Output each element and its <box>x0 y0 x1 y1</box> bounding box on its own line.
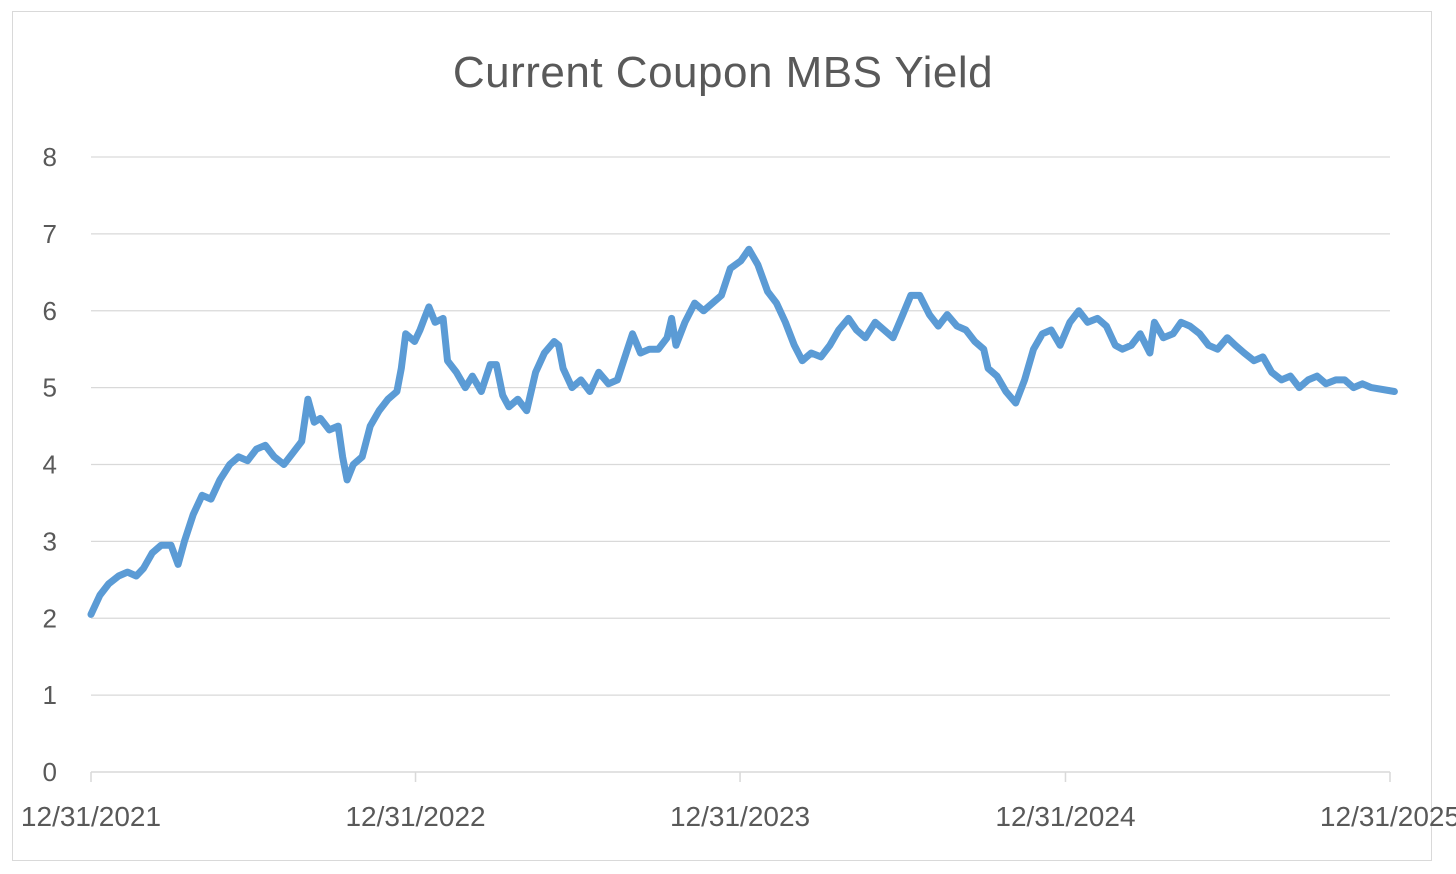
series-line <box>87 245 1398 618</box>
gridlines <box>91 156 1390 696</box>
x-tick-label: 12/31/2022 <box>345 801 485 832</box>
x-tick-label: 12/31/2023 <box>670 801 810 832</box>
x-tick-label: 12/31/2021 <box>21 801 161 832</box>
y-tick-label: 1 <box>43 680 57 710</box>
x-tick-label: 12/31/2024 <box>995 801 1135 832</box>
y-axis-tick-labels: 0 1 2 3 4 5 6 7 8 <box>43 142 57 787</box>
x-tick-label: 12/31/2025 <box>1320 801 1456 832</box>
y-tick-label: 7 <box>43 219 57 249</box>
y-tick-label: 4 <box>43 450 57 480</box>
x-axis-tick-labels: 12/31/2021 12/31/2022 12/31/2023 12/31/2024… <box>21 801 1456 832</box>
chart-frame <box>12 11 1432 861</box>
y-tick-label: 0 <box>43 757 57 787</box>
y-tick-label: 6 <box>43 296 57 326</box>
series-group <box>87 245 1398 618</box>
y-tick-label: 2 <box>43 603 57 633</box>
y-tick-label: 8 <box>43 142 57 172</box>
y-tick-label: 3 <box>43 526 57 556</box>
y-tick-label: 5 <box>43 373 57 403</box>
chart-title: Current Coupon MBS Yield <box>452 48 994 97</box>
x-axis <box>90 771 1391 782</box>
